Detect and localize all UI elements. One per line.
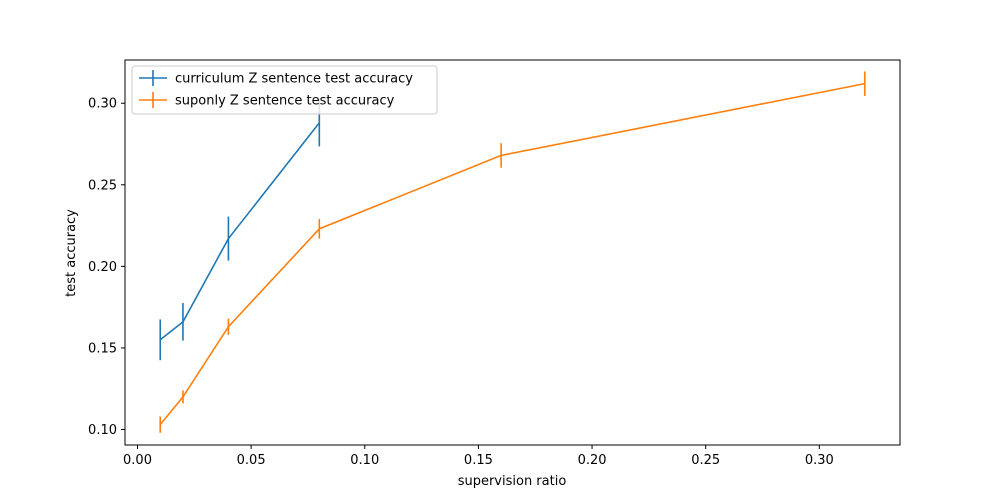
data-point-0-3 — [318, 122, 321, 124]
y-tick-label-0: 0.10 — [88, 423, 117, 438]
x-tick-label-1: 0.05 — [237, 453, 266, 468]
data-point-0-1 — [182, 321, 184, 323]
x-axis: 0.00 0.05 0.10 0.15 0.20 0.25 0.30 — [123, 445, 834, 468]
data-point-1-0 — [159, 423, 162, 426]
y-axis: 0.10 0.15 0.20 0.25 0.30 — [88, 97, 125, 438]
data-point-1-2 — [227, 325, 230, 328]
data-point-1-1 — [182, 396, 184, 398]
x-axis-label: supervision ratio — [458, 474, 567, 489]
x-tick-label-0: 0.00 — [123, 453, 152, 468]
series-line-1 — [159, 82, 865, 426]
data-point-1-4 — [500, 154, 502, 157]
legend: curriculum Z sentence test accuracy supon… — [131, 65, 438, 115]
series-line-0 — [159, 122, 320, 341]
data-point-1-3 — [318, 228, 321, 230]
legend-box — [131, 65, 438, 115]
y-tick-label-1: 0.15 — [88, 341, 117, 356]
data-point-1-5 — [863, 82, 866, 85]
data-point-0-2 — [227, 237, 230, 240]
y-tick-label-4: 0.30 — [88, 97, 117, 112]
data-point-0-0 — [159, 338, 162, 341]
y-tick-label-2: 0.20 — [88, 260, 117, 275]
x-tick-label-6: 0.30 — [805, 453, 834, 468]
x-tick-label-4: 0.20 — [578, 453, 607, 468]
x-tick-label-3: 0.15 — [464, 453, 493, 468]
plot-frame — [124, 59, 901, 446]
y-axis-label: test accuracy — [64, 209, 79, 297]
y-tick-label-3: 0.25 — [88, 178, 117, 193]
x-tick-label-2: 0.10 — [350, 453, 379, 468]
legend-label-0: curriculum Z sentence test accuracy — [175, 72, 413, 87]
x-tick-label-5: 0.25 — [691, 453, 720, 468]
legend-label-1: suponly Z sentence test accuracy — [175, 94, 395, 109]
plot-area — [124, 59, 901, 446]
